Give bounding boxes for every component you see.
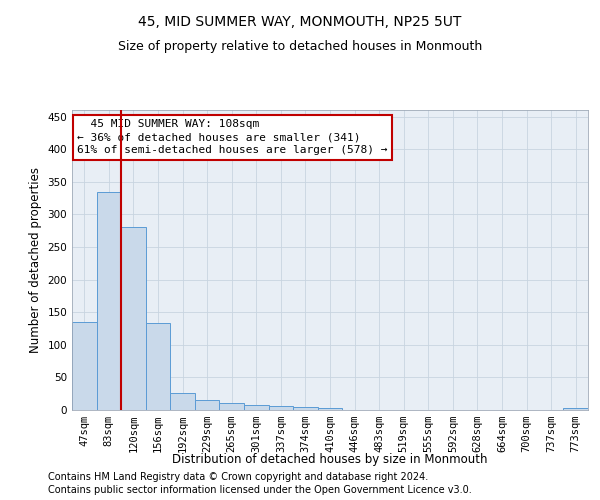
Bar [293, 406, 318, 410]
Bar [146, 324, 170, 410]
Bar [318, 408, 342, 410]
Y-axis label: Number of detached properties: Number of detached properties [29, 167, 42, 353]
Bar [170, 393, 195, 410]
Bar [195, 400, 220, 410]
Text: Contains HM Land Registry data © Crown copyright and database right 2024.: Contains HM Land Registry data © Crown c… [48, 472, 428, 482]
Bar [72, 322, 97, 410]
Bar [97, 192, 121, 410]
Text: Contains public sector information licensed under the Open Government Licence v3: Contains public sector information licen… [48, 485, 472, 495]
Bar [563, 408, 588, 410]
Text: Size of property relative to detached houses in Monmouth: Size of property relative to detached ho… [118, 40, 482, 53]
Bar [220, 403, 244, 410]
Text: 45 MID SUMMER WAY: 108sqm
← 36% of detached houses are smaller (341)
61% of semi: 45 MID SUMMER WAY: 108sqm ← 36% of detac… [77, 119, 388, 156]
Text: 45, MID SUMMER WAY, MONMOUTH, NP25 5UT: 45, MID SUMMER WAY, MONMOUTH, NP25 5UT [139, 15, 461, 29]
Text: Distribution of detached houses by size in Monmouth: Distribution of detached houses by size … [172, 454, 488, 466]
Bar [121, 228, 146, 410]
Bar [269, 406, 293, 410]
Bar [244, 406, 269, 410]
